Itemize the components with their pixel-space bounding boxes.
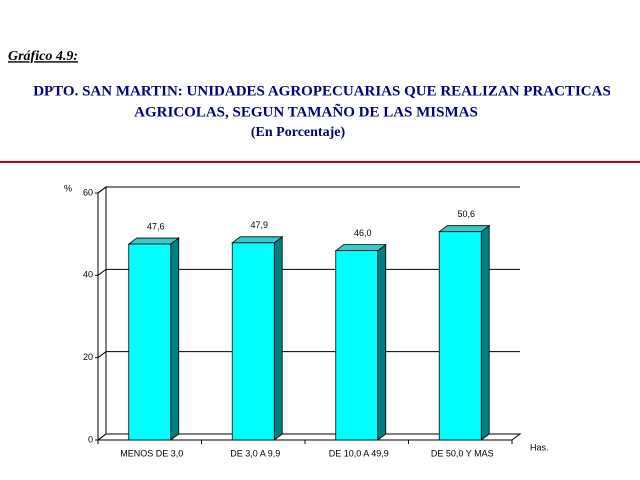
y-tick-label: 20: [83, 352, 93, 362]
x-tick-label: DE 10,0 A 49,9: [329, 448, 389, 458]
bar: [438, 224, 491, 441]
bar-face: [335, 250, 379, 441]
bar-face: [438, 231, 482, 441]
x-tick-label: MENOS DE 3,0: [120, 448, 183, 458]
y-tick-label: 0: [88, 434, 93, 444]
value-label: 50,6: [457, 209, 475, 219]
chart-title: DPTO. SAN MARTIN: UNIDADES AGROPECUARIAS…: [33, 83, 611, 99]
x-tick-label: DE 50,0 Y MAS: [431, 448, 494, 458]
value-label: 47,9: [250, 220, 268, 230]
value-label: 47,6: [147, 221, 165, 231]
grid-line: [97, 186, 520, 194]
y-axis-label: %: [64, 183, 72, 193]
bar-face: [170, 237, 180, 441]
bar-face: [231, 242, 275, 441]
chart-caption: Gráfico 4.9:: [8, 49, 78, 64]
bar-face: [334, 244, 387, 252]
value-label: 46,0: [354, 228, 372, 238]
bar-face: [377, 243, 387, 441]
y-tick-label: 40: [83, 270, 93, 280]
bar-face: [273, 236, 283, 441]
y-tick-label: 60: [83, 187, 93, 197]
bar: [231, 236, 284, 441]
bar-face: [480, 224, 490, 441]
bar-face: [231, 236, 284, 244]
x-tick-label: DE 3,0 A 9,9: [230, 448, 280, 458]
bar-face: [127, 237, 180, 245]
bar-face: [438, 225, 491, 233]
x-axis-label: Has.: [530, 442, 549, 452]
bar-face: [128, 243, 172, 441]
bar: [127, 237, 180, 441]
chart-title: AGRICOLAS, SEGUN TAMAÑO DE LAS MISMAS: [134, 102, 478, 120]
chart-subtitle: (En Porcentaje): [251, 125, 346, 140]
bar: [334, 243, 387, 441]
